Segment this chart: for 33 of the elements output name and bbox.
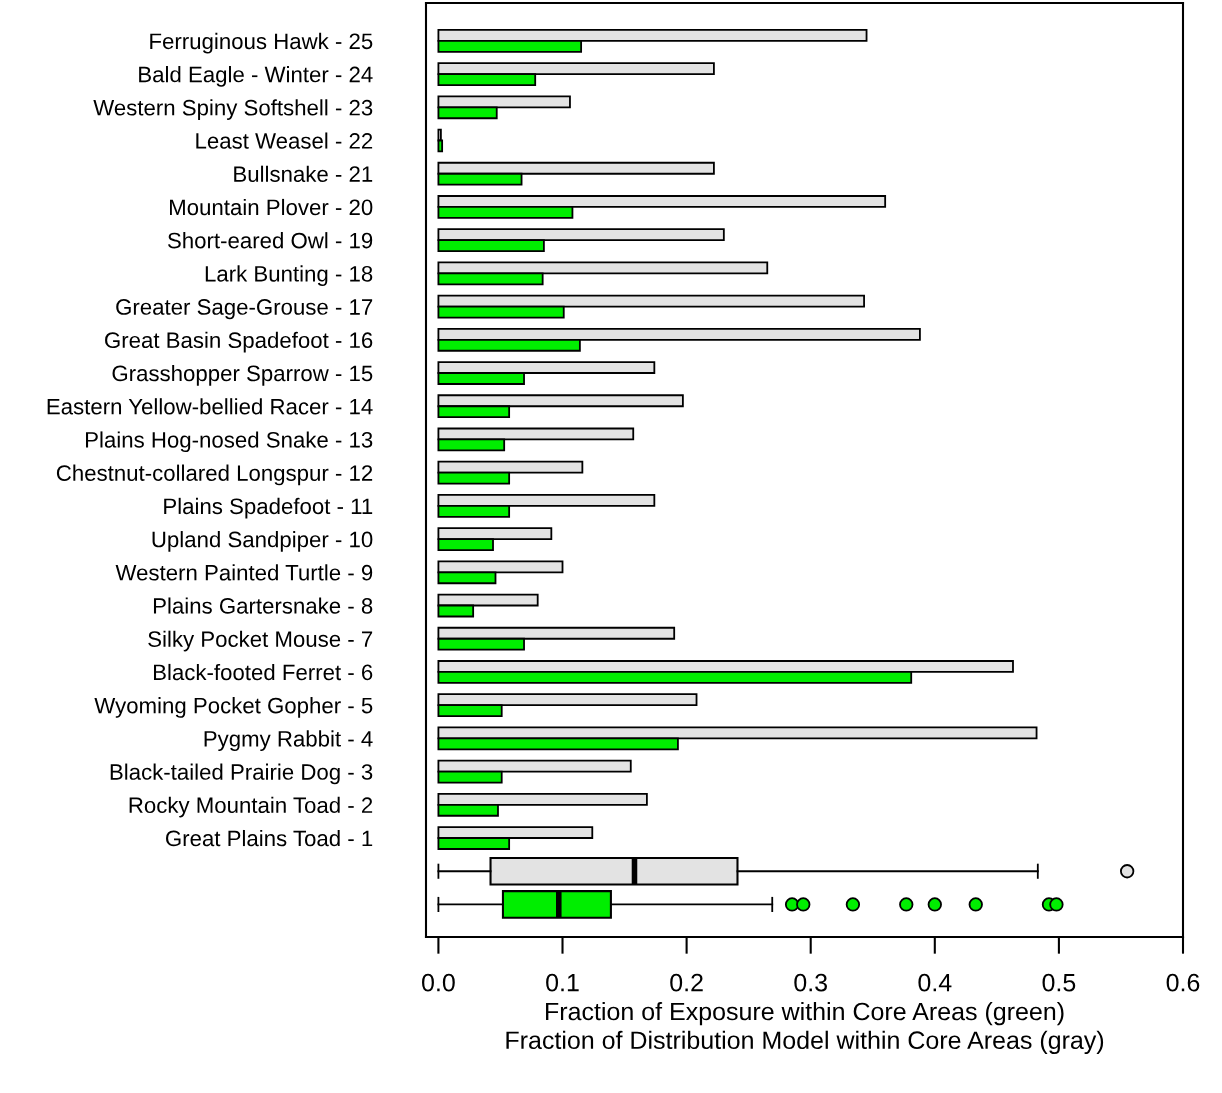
y-tick-label: Great Plains Toad - 1 bbox=[166, 829, 373, 847]
y-tick-label: Upland Sandpiper - 10 bbox=[152, 531, 373, 552]
x-tick-label: 0.3 bbox=[794, 973, 827, 992]
y-tick-label: Mountain Plover - 20 bbox=[170, 198, 373, 216]
y-tick-label: Plains Gartersnake - 8 bbox=[153, 597, 373, 614]
y-tick-label: Western Spiny Softshell - 23 bbox=[93, 99, 373, 120]
x-tick-label: 0.2 bbox=[670, 973, 703, 992]
y-tick-label: Grasshopper Sparrow - 15 bbox=[112, 364, 373, 386]
x-tick-label: 0.0 bbox=[422, 973, 455, 992]
y-tick-label: Chestnut-collared Longspur - 12 bbox=[56, 464, 373, 486]
x-axis-title: Fraction of Exposure within Core Areas (green) Fraction of Distribution Model within Core Areas (gray) bbox=[506, 1001, 1104, 1055]
y-tick-label: Western Painted Turtle - 9 bbox=[115, 564, 373, 581]
y-tick-label: Black-footed Ferret - 6 bbox=[153, 663, 373, 681]
y-tick-label: Lark Bunting - 18 bbox=[205, 265, 373, 287]
y-tick-label: Pygmy Rabbit - 4 bbox=[204, 730, 373, 752]
y-tick-label: Plains Spadefoot - 11 bbox=[164, 497, 373, 519]
x-tick-label: 0.6 bbox=[1166, 973, 1200, 992]
y-tick-label: Ferruginous Hawk - 25 bbox=[150, 32, 373, 54]
x-tick-label: 0.4 bbox=[918, 973, 952, 992]
y-tick-label: Great Basin Spadefoot - 16 bbox=[105, 331, 373, 353]
y-tick-label: Plains Hog-nosed Snake - 13 bbox=[86, 431, 373, 453]
y-tick-label: Greater Sage-Grouse - 17 bbox=[116, 299, 373, 320]
y-tick-label: Bullsnake - 21 bbox=[234, 165, 373, 182]
y-tick-label: Least Weasel - 22 bbox=[196, 132, 373, 149]
x-tick-label: 0.5 bbox=[1042, 973, 1076, 992]
y-tick-label: Silky Pocket Mouse - 7 bbox=[148, 630, 373, 652]
y-tick-label: Rocky Mountain Toad - 2 bbox=[129, 796, 373, 818]
y-tick-label: Black-tailed Prairie Dog - 3 bbox=[110, 763, 373, 785]
y-tick-label: Short-eared Owl - 19 bbox=[167, 232, 373, 249]
y-tick-label: Eastern Yellow-bellied Racer - 14 bbox=[47, 398, 373, 415]
y-tick-label: Bald Eagle - Winter - 24 bbox=[139, 66, 373, 87]
y-tick-label: Wyoming Pocket Gopher - 5 bbox=[94, 697, 373, 718]
x-tick-label: 0.1 bbox=[546, 973, 579, 992]
